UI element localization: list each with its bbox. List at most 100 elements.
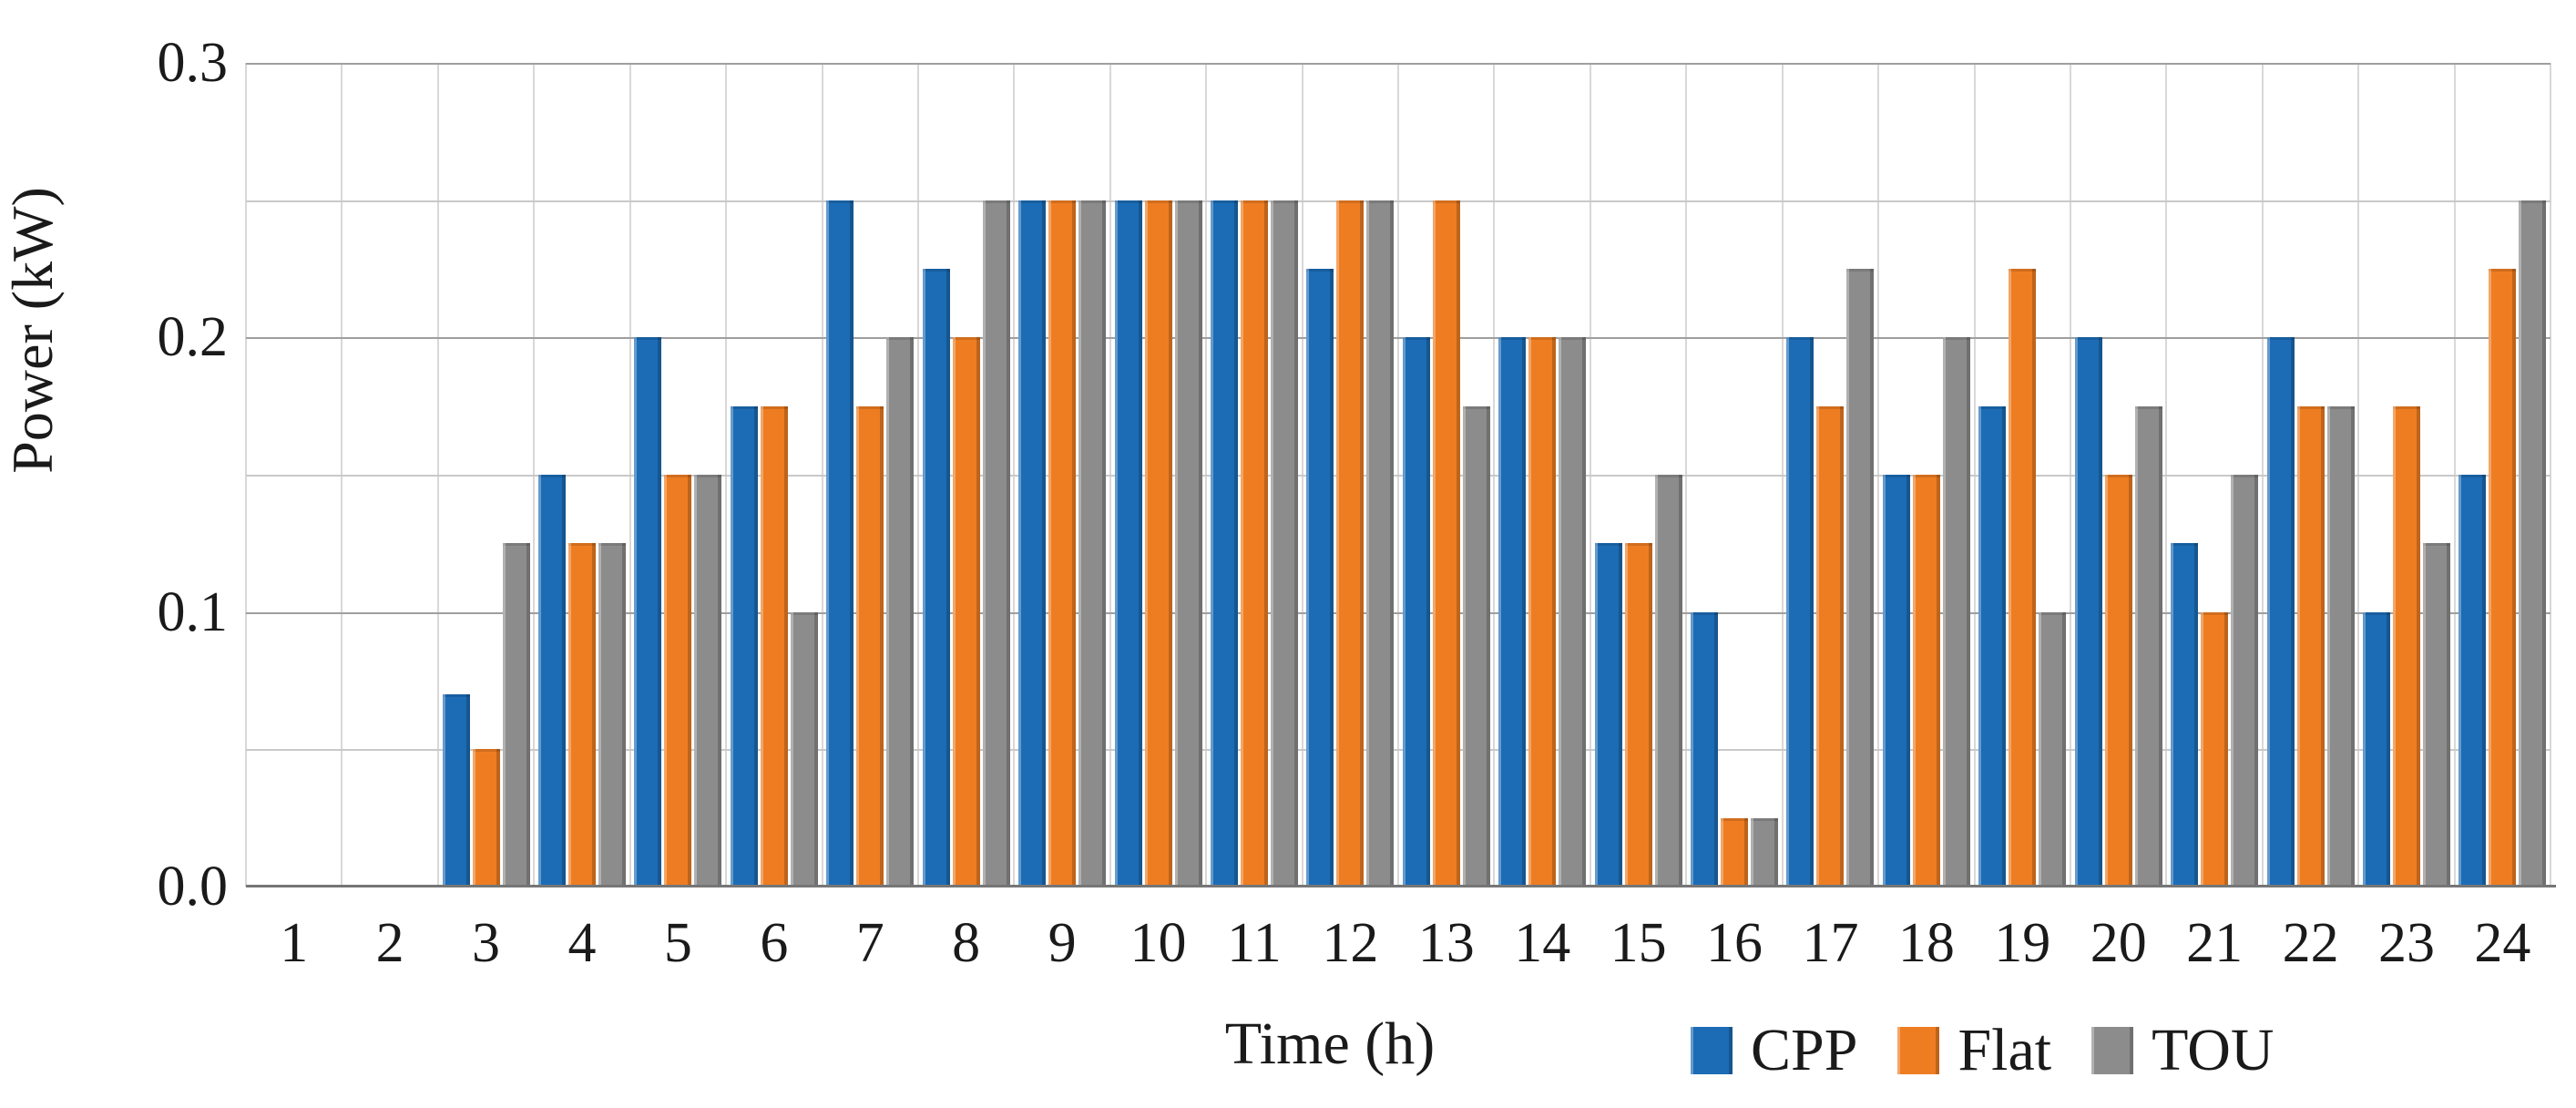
- legend-item-cpp: CPP: [1691, 1019, 1857, 1082]
- legend-swatch: [1897, 1027, 1940, 1074]
- x-tick-label: 11: [1227, 912, 1282, 974]
- bar-tou: [886, 337, 915, 887]
- bar-flat: [1721, 817, 1749, 887]
- x-tick-label: 4: [567, 912, 597, 974]
- gridline: [246, 475, 2550, 477]
- legend-item-tou: TOU: [2091, 1019, 2274, 1082]
- x-tick-label: 3: [472, 912, 501, 974]
- legend-label: TOU: [2152, 1017, 2274, 1083]
- bar-tou: [2326, 405, 2355, 887]
- bar-tou: [2519, 200, 2547, 887]
- x-tick-label: 9: [1048, 912, 1077, 974]
- bar-group: [1783, 63, 1878, 887]
- x-tick-label: 19: [1994, 912, 2051, 974]
- bar-cpp: [442, 694, 470, 887]
- x-tick-label: 18: [1897, 912, 1955, 974]
- bar-tou: [2231, 475, 2259, 887]
- bar-tou: [1846, 269, 1875, 887]
- bar-cpp: [1018, 200, 1047, 887]
- bar-group: [1303, 63, 1398, 887]
- gridline: [246, 63, 2550, 65]
- bar-flat: [472, 749, 500, 887]
- bar-groups: [246, 63, 2550, 887]
- x-tick-label: 21: [2186, 912, 2244, 974]
- legend-swatch: [2091, 1027, 2134, 1074]
- bar-tou: [1366, 200, 1395, 887]
- bar-cpp: [1210, 200, 1238, 887]
- bar-group: [1686, 63, 1782, 887]
- y-tick-label: 0.0: [157, 856, 229, 918]
- bar-tou: [2039, 611, 2067, 887]
- bar-cpp: [2074, 337, 2102, 887]
- bar-group: [726, 63, 822, 887]
- plot-area: [245, 63, 2556, 887]
- legend-item-flat: Flat: [1897, 1019, 2051, 1082]
- bar-flat: [952, 337, 980, 887]
- bar-group: [2455, 63, 2550, 887]
- bar-flat: [2104, 475, 2132, 887]
- bar-group: [2070, 63, 2166, 887]
- bar-flat: [856, 405, 884, 887]
- bar-group: [1206, 63, 1302, 887]
- x-tick-label: 14: [1514, 912, 1571, 974]
- bar-tou: [1751, 817, 1779, 887]
- bar-flat: [1816, 405, 1845, 887]
- bar-cpp: [1978, 405, 2007, 887]
- legend-label: CPP: [1751, 1017, 1858, 1083]
- bar-cpp: [1114, 200, 1142, 887]
- bar-flat: [2489, 269, 2517, 887]
- bar-cpp: [1691, 611, 1719, 887]
- bar-tou: [790, 611, 818, 887]
- bar-flat: [2392, 405, 2420, 887]
- bar-flat: [2201, 611, 2229, 887]
- bar-tou: [982, 200, 1010, 887]
- bar-group: [438, 63, 534, 887]
- vertical-gridline: [2550, 63, 2551, 887]
- bar-flat: [1432, 200, 1460, 887]
- bar-group: [534, 63, 629, 887]
- bar-tou: [694, 475, 722, 887]
- x-tick-label: 6: [760, 912, 789, 974]
- bar-flat: [1528, 337, 1557, 887]
- bar-group: [918, 63, 1014, 887]
- y-tick-label: 0.2: [157, 306, 229, 368]
- bar-tou: [2134, 405, 2162, 887]
- x-tick-row: 1 2 3 4 5 6 7 8 9 10 11 12 13 14 15 16 17 18 19 20 21 22 23 24: [246, 907, 2550, 980]
- bar-group: [1494, 63, 1590, 887]
- legend: CPP Flat TOU: [1691, 1019, 2274, 1082]
- x-tick-label: 20: [2090, 912, 2147, 974]
- bar-flat: [1144, 200, 1172, 887]
- x-tick-label: 16: [1706, 912, 1763, 974]
- bar-cpp: [1306, 269, 1334, 887]
- bar-group: [630, 63, 726, 887]
- bar-cpp: [730, 405, 758, 887]
- bar-cpp: [2266, 337, 2295, 887]
- bar-group: [1878, 63, 1974, 887]
- x-tick-label: 22: [2282, 912, 2339, 974]
- bar-group: [1590, 63, 1686, 887]
- bar-group: [1014, 63, 1109, 887]
- bar-cpp: [2458, 475, 2487, 887]
- bar-group: [1975, 63, 2070, 887]
- bar-tou: [1462, 405, 1490, 887]
- y-tick-label: 0.3: [157, 32, 229, 94]
- x-tick-label: 10: [1130, 912, 1187, 974]
- bar-tou: [1078, 200, 1107, 887]
- gridline: [246, 749, 2550, 752]
- x-tick-label: 2: [375, 912, 404, 974]
- bar-tou: [598, 543, 626, 887]
- bar-tou: [1942, 337, 1970, 887]
- bar-cpp: [634, 337, 662, 887]
- gridline: [246, 611, 2550, 614]
- bar-cpp: [826, 200, 854, 887]
- bar-flat: [1240, 200, 1268, 887]
- x-tick-label: 24: [2474, 912, 2531, 974]
- bar-group: [342, 63, 437, 887]
- bar-group: [2358, 63, 2454, 887]
- bar-cpp: [2362, 611, 2390, 887]
- bar-flat: [1336, 200, 1365, 887]
- bar-flat: [664, 475, 692, 887]
- legend-swatch: [1691, 1027, 1733, 1074]
- x-tick-label: 23: [2377, 912, 2435, 974]
